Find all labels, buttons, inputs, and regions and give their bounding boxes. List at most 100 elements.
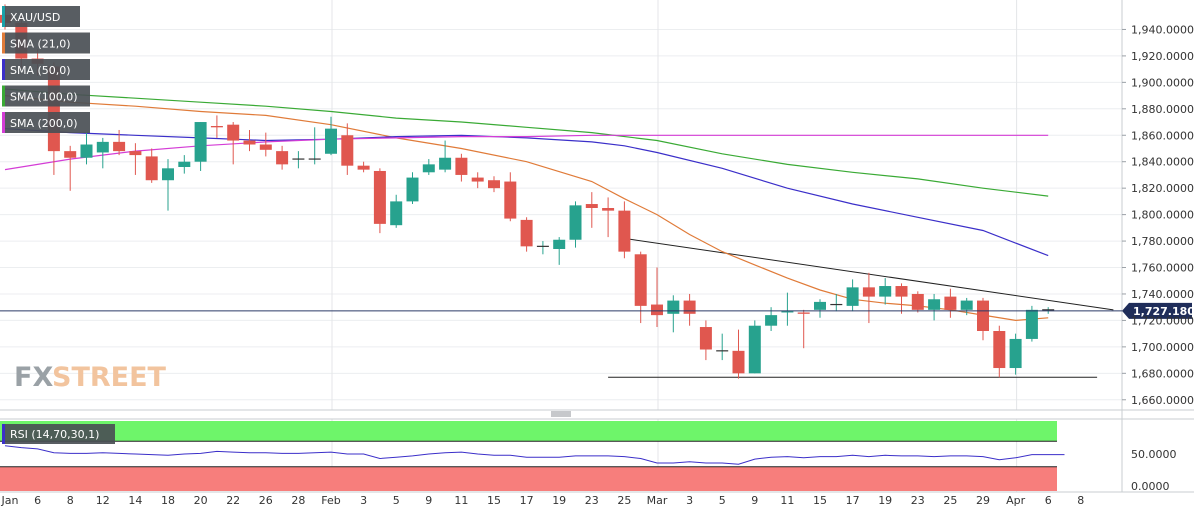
x-tick-label-32: 6 [1045, 494, 1052, 507]
candle-58 [944, 288, 957, 318]
legend[interactable]: XAU/USD SMA (21,0) SMA (50,0) SMA (100,0) SM… [2, 6, 90, 133]
x-tick-label-24: 11 [780, 494, 794, 507]
rsi-overbought-zone [0, 421, 1057, 442]
candle-60 [977, 297, 989, 341]
candle-body-32 [520, 219, 533, 247]
candle-41 [667, 295, 680, 333]
candle-46 [748, 320, 761, 374]
candle-body-31 [504, 181, 517, 219]
candle-body-21 [341, 135, 354, 166]
candle-50 [814, 299, 826, 318]
candle-45 [732, 329, 745, 379]
candle-52 [846, 279, 859, 312]
x-tick-label-1: 6 [34, 494, 41, 507]
candle-body-9 [145, 156, 158, 181]
candle-body-5 [80, 144, 93, 158]
y-tick-label-5: 1,760.0000 [1131, 262, 1194, 275]
candle-11 [178, 155, 191, 174]
candle-body-57 [928, 299, 941, 310]
candle-body-45 [732, 350, 745, 374]
candle-body-7 [113, 141, 126, 152]
candle-54 [879, 278, 892, 305]
legend-label-0: XAU/USD [10, 11, 60, 24]
fxstreet-watermark: FX STREET [14, 362, 167, 393]
candle-body-20 [325, 128, 337, 154]
legend-box-4 [2, 112, 90, 133]
sma-line-2 [4, 88, 1049, 197]
candle-body-53 [862, 287, 875, 297]
candle-35 [569, 201, 582, 248]
legend-item-0[interactable]: XAU/USD [2, 6, 80, 27]
candle-6 [96, 137, 109, 169]
candle-55 [895, 283, 908, 314]
y-tick-label-10: 1,860.0000 [1131, 129, 1194, 142]
x-tick-label-31: Apr [1006, 494, 1026, 507]
x-tick-label-7: 22 [226, 494, 240, 507]
legend-swatch-0 [2, 6, 5, 27]
candle-43 [699, 320, 712, 361]
candle-29 [471, 172, 484, 189]
legend-item-1[interactable]: SMA (21,0) [2, 32, 90, 54]
pane-splitter-handle[interactable] [551, 411, 571, 417]
rsi-oversold-zone [0, 466, 1057, 491]
candle-23 [373, 168, 386, 234]
candle-body-15 [243, 140, 256, 145]
y-tick-label-8: 1,820.0000 [1131, 182, 1194, 195]
x-tick-label-13: 9 [425, 494, 432, 507]
candle-body-22 [357, 165, 370, 170]
candle-49 [797, 309, 810, 349]
x-tick-label-6: 20 [194, 494, 208, 507]
candle-body-41 [667, 300, 680, 314]
x-tick-label-17: 19 [552, 494, 566, 507]
candle-body-46 [748, 325, 761, 374]
y-tick-label-2: 1,700.0000 [1131, 341, 1194, 354]
candle-body-16 [259, 144, 272, 150]
rsi-tick-label-1: 0.0000 [1131, 480, 1170, 493]
candle-44 [716, 333, 729, 361]
candle-body-56 [911, 293, 924, 310]
legend-item-2[interactable]: SMA (50,0) [2, 59, 90, 80]
candle-10 [162, 159, 174, 211]
candle-body-23 [373, 170, 386, 224]
candle-14 [227, 122, 240, 165]
candle-body-6 [96, 141, 109, 153]
candle-body-62 [1009, 338, 1022, 369]
candle-30 [488, 176, 500, 193]
y-tick-label-11: 1,880.0000 [1131, 103, 1194, 116]
candle-body-14 [227, 124, 240, 141]
watermark-fx: FX [14, 362, 53, 393]
rsi-legend[interactable]: RSI (14,70,30,1) [2, 424, 115, 444]
candle-7 [113, 129, 126, 156]
legend-label-1: SMA (21,0) [10, 38, 71, 51]
x-tick-label-23: 9 [751, 494, 758, 507]
candle-body-36 [585, 204, 598, 208]
x-tick-label-16: 17 [520, 494, 534, 507]
candle-22 [357, 161, 370, 173]
candle-21 [341, 123, 354, 175]
candle-56 [911, 291, 924, 313]
x-tick-label-0: Jan [1, 494, 19, 507]
candle-24 [390, 194, 403, 228]
watermark-street: STREET [52, 362, 167, 393]
candle-39 [634, 251, 647, 324]
y-tick-label-1: 1,680.0000 [1131, 367, 1194, 380]
y-tick-label-0: 1,660.0000 [1131, 394, 1194, 407]
legend-item-4[interactable]: SMA (200,0) [2, 112, 90, 133]
x-tick-label-12: 5 [393, 494, 400, 507]
candle-42 [683, 293, 696, 326]
candle-31 [504, 172, 517, 222]
last-price-tag [1122, 302, 1192, 319]
candle-body-59 [960, 300, 973, 310]
x-tick-label-20: Mar [647, 494, 668, 507]
rsi-legend-label: RSI (14,70,30,1) [10, 428, 99, 441]
y-tick-label-12: 1,900.0000 [1131, 76, 1194, 89]
legend-swatch-4 [2, 112, 5, 133]
candle-13 [210, 115, 223, 138]
legend-item-3[interactable]: SMA (100,0) [2, 85, 90, 107]
y-tick-label-3: 1,720.0000 [1131, 314, 1194, 327]
candle-body-39 [634, 254, 647, 306]
x-tick-label-5: 18 [161, 494, 175, 507]
candle-12 [194, 122, 207, 171]
y-tick-label-14: 1,940.0000 [1131, 23, 1194, 36]
